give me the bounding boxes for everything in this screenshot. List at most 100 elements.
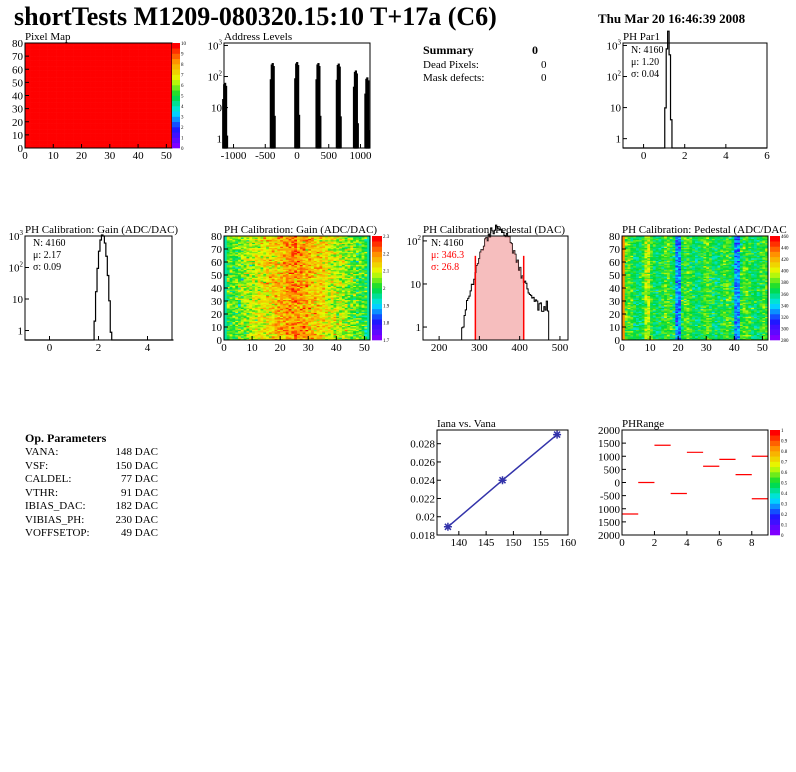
heatmap-cell <box>98 107 102 109</box>
heatmap-cell <box>106 78 111 81</box>
op-param-value: 150 DAC <box>115 459 158 472</box>
heatmap-cell <box>53 133 57 136</box>
heatmap-cell <box>58 62 63 65</box>
heatmap-cell <box>87 95 91 98</box>
heatmap-cell <box>143 140 147 142</box>
heatmap-cell <box>30 66 34 69</box>
heatmap-cell <box>30 74 34 77</box>
heatmap-cell <box>67 138 71 141</box>
heatmap-cell <box>126 99 130 102</box>
heatmap-cell <box>75 58 80 61</box>
heatmap-cell <box>129 144 133 146</box>
heatmap-cell <box>33 116 37 119</box>
heatmap-cell <box>106 136 111 138</box>
heatmap-cell <box>157 130 161 133</box>
heatmap-cell <box>90 145 94 147</box>
heatmap-cell <box>41 66 46 69</box>
heatmap-cell <box>73 136 77 138</box>
heatmap-cell <box>126 92 130 95</box>
heatmap-cell <box>135 85 139 87</box>
heatmap-cell <box>138 104 142 107</box>
heatmap-cell <box>33 74 37 77</box>
heatmap-cell <box>61 134 65 137</box>
heatmap-cell <box>115 62 119 65</box>
heatmap-cell <box>106 94 111 96</box>
heatmap-cell <box>132 141 136 144</box>
heatmap-cell <box>47 116 51 119</box>
heatmap-cell <box>146 109 150 112</box>
heatmap-cell <box>64 113 68 116</box>
heatmap-cell <box>56 77 60 79</box>
heatmap-cell <box>138 130 142 133</box>
heatmap-cell <box>73 54 77 57</box>
heatmap-cell <box>152 129 156 132</box>
heatmap-cell <box>70 91 74 94</box>
heatmap-cell <box>41 71 46 74</box>
heatmap-cell <box>121 43 125 45</box>
heatmap-cell <box>84 66 88 69</box>
heatmap-cell <box>115 117 119 120</box>
heatmap-cell <box>75 90 80 92</box>
heatmap-cell <box>92 145 96 147</box>
heatmap-cell <box>39 124 43 126</box>
heatmap-cell <box>132 53 136 56</box>
heatmap-cell <box>129 99 133 102</box>
heatmap-cell <box>75 109 80 112</box>
heatmap-cell <box>101 74 105 77</box>
heatmap-cell <box>36 75 40 78</box>
heatmap-cell <box>129 58 133 61</box>
heatmap-cell <box>92 102 96 104</box>
heatmap-cell <box>47 85 51 87</box>
heatmap-cell <box>90 86 94 88</box>
heatmap-cell <box>140 74 145 77</box>
color-palette <box>172 95 180 102</box>
heatmap-cell <box>118 129 122 132</box>
heatmap-cell <box>50 66 54 69</box>
heatmap-cell <box>64 141 68 144</box>
heatmap-cell <box>152 66 156 69</box>
heatmap-cell <box>41 88 46 91</box>
heatmap-cell <box>118 58 122 61</box>
heatmap-cell <box>30 128 34 130</box>
heatmap-cell <box>121 98 125 100</box>
heatmap-cell <box>95 65 99 67</box>
heatmap-cell <box>56 81 60 83</box>
heatmap-cell <box>56 82 60 84</box>
heatmap-cell <box>155 130 159 133</box>
heatmap-cell <box>92 65 96 67</box>
heatmap-cell <box>109 77 113 79</box>
heatmap-cell <box>104 81 108 83</box>
heatmap-cell <box>53 137 57 140</box>
heatmap-cell <box>25 99 29 102</box>
heatmap-cell <box>143 141 147 144</box>
heatmap-cell <box>149 117 153 120</box>
heatmap-cell <box>47 53 51 56</box>
heatmap-cell <box>115 88 119 91</box>
heatmap-cell <box>143 116 147 119</box>
heatmap-cell <box>75 94 80 96</box>
heatmap-cell <box>140 77 145 79</box>
heatmap-cell <box>75 56 80 58</box>
heatmap-cell <box>146 87 150 90</box>
heatmap-cell <box>152 127 156 129</box>
heatmap-cell <box>138 113 142 116</box>
heatmap-cell <box>41 130 46 133</box>
heatmap-cell <box>155 128 159 130</box>
heatmap-cell <box>75 60 80 62</box>
heatmap-cell <box>115 54 119 57</box>
heatmap-cell <box>143 88 147 91</box>
heatmap-cell <box>47 88 51 91</box>
heatmap-cell <box>152 140 156 142</box>
heatmap-cell <box>73 85 77 87</box>
heatmap-cell <box>104 99 108 102</box>
heatmap-cell <box>25 66 29 69</box>
heatmap-cell <box>27 95 31 98</box>
heatmap-cell <box>61 75 65 78</box>
heatmap-cell <box>123 117 128 120</box>
heatmap-cell <box>56 56 60 58</box>
heatmap-cell <box>129 138 133 141</box>
heatmap-cell <box>64 94 68 96</box>
heatmap-cell <box>50 140 54 142</box>
palette-tick: 9 <box>181 53 184 58</box>
heatmap-cell <box>36 94 40 96</box>
